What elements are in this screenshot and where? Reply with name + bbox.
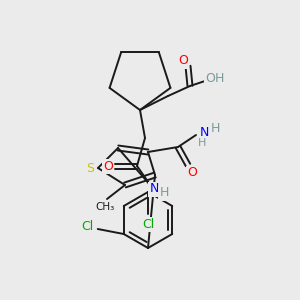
Text: Cl: Cl bbox=[82, 220, 94, 233]
Text: H: H bbox=[214, 71, 224, 85]
Text: S: S bbox=[86, 161, 94, 175]
Text: O: O bbox=[103, 160, 113, 172]
Text: O: O bbox=[178, 55, 188, 68]
Text: N: N bbox=[149, 182, 159, 196]
Text: H: H bbox=[159, 187, 169, 200]
Text: Cl: Cl bbox=[142, 218, 154, 230]
Text: H: H bbox=[198, 138, 206, 148]
Text: O: O bbox=[205, 73, 215, 85]
Text: CH₃: CH₃ bbox=[95, 202, 115, 212]
Text: N: N bbox=[199, 125, 209, 139]
Text: H: H bbox=[210, 122, 220, 136]
Text: O: O bbox=[187, 167, 197, 179]
